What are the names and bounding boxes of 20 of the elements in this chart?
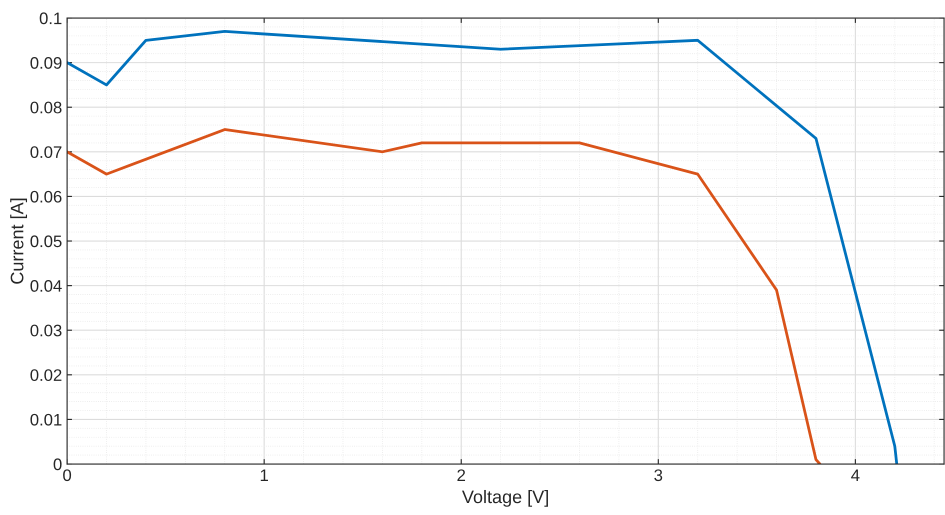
y-tick-label: 0.05 [30,235,62,248]
x-tick-label: 3 [654,469,662,482]
y-tick-label: 0.08 [30,102,62,114]
y-tick-label: 0.04 [30,280,62,292]
line-series [67,30,898,464]
y-tick-label: 0.02 [30,369,62,382]
y-axis-title: Current [A] [10,198,28,284]
y-tick-label: 0.1 [40,12,62,24]
x-tick-label: 0 [63,469,72,482]
y-tick-label: 0.06 [30,190,62,203]
y-tick-label: 0.03 [30,324,62,336]
y-tick-label: 0.09 [30,57,62,69]
x-tick-label: 2 [457,469,466,481]
x-tick-label: 1 [260,469,268,481]
y-tick-label: 0.01 [30,414,62,426]
x-tick-label: 4 [851,469,860,481]
y-tick-label: 0 [54,458,62,470]
y-tick-label: 0.07 [30,146,62,158]
line-series [67,128,822,464]
x-axis-title: Voltage [V] [462,490,548,507]
